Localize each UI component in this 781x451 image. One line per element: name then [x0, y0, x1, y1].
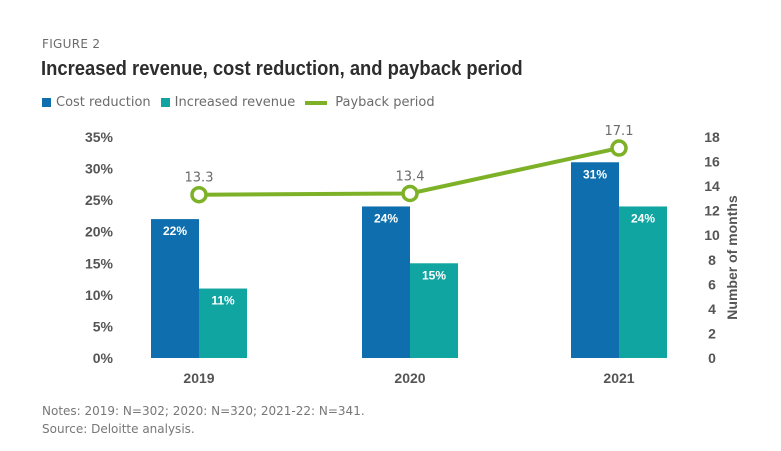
right-tick-label: 16: [704, 154, 720, 170]
right-tick-label: 18: [704, 129, 720, 145]
bar-value-label: 22%: [163, 224, 187, 238]
left-axis: 0% 5% 10% 15% 20% 25% 30% 35%: [85, 129, 114, 366]
x-tick-label: 2019: [183, 370, 214, 386]
bar-value-label: 11%: [211, 294, 235, 308]
payback-period-marker: [610, 139, 628, 157]
x-tick-label: 2021: [603, 370, 634, 386]
payback-period-value-label: 17.1: [605, 124, 634, 139]
notes: Notes: 2019: N=302; 2020: N=320; 2021-22…: [42, 402, 365, 438]
right-tick-label: 14: [704, 178, 720, 194]
right-axis-label: Number of months: [724, 195, 740, 320]
bar-cost-reduction: [151, 219, 199, 358]
right-tick-label: 4: [708, 301, 716, 317]
bars-layer: 22% 11% 24% 15% 31% 24%: [151, 162, 667, 358]
left-tick-label: 20%: [85, 224, 114, 240]
figure-label: FIGURE 2: [42, 37, 101, 51]
legend-swatch-cost-reduction: [42, 98, 51, 107]
legend-item-payback-period: Payback period: [305, 95, 435, 110]
payback-period-value-label: 13.3: [185, 171, 214, 186]
x-axis: 2019 2020 2021: [183, 370, 634, 386]
legend-label-payback-period: Payback period: [335, 95, 435, 110]
right-tick-label: 2: [708, 325, 716, 341]
source-text: Source: Deloitte analysis.: [42, 422, 195, 436]
bar-value-label: 24%: [631, 211, 655, 225]
chart-title: Increased revenue, cost reduction, and p…: [41, 58, 523, 80]
notes-text: Notes: 2019: N=302; 2020: N=320; 2021-22…: [42, 404, 365, 418]
left-tick-label: 30%: [85, 161, 114, 177]
payback-period-marker: [401, 184, 419, 203]
right-tick-label: 10: [704, 227, 720, 243]
legend-label-cost-reduction: Cost reduction: [56, 95, 151, 110]
bar-cost-reduction: [571, 162, 619, 358]
left-tick-label: 35%: [85, 129, 114, 145]
bar-increased-revenue: [619, 206, 667, 358]
payback-period-marker: [190, 185, 208, 204]
right-tick-label: 6: [708, 276, 716, 292]
left-tick-label: 0%: [93, 350, 114, 366]
left-tick-label: 5%: [93, 318, 114, 334]
left-tick-label: 10%: [85, 287, 114, 303]
right-tick-label: 8: [708, 252, 716, 268]
bar-increased-revenue: [410, 263, 458, 358]
payback-period-value-label: 13.4: [396, 169, 425, 184]
legend-item-cost-reduction: Cost reduction: [42, 95, 151, 110]
left-tick-label: 15%: [85, 255, 114, 271]
bar-increased-revenue: [199, 288, 247, 358]
bar-value-label: 15%: [422, 268, 446, 282]
bar-value-label: 31%: [583, 167, 607, 181]
legend: Cost reduction Increased revenue Payback…: [42, 95, 445, 110]
bar-value-label: 24%: [374, 211, 398, 225]
legend-label-increased-revenue: Increased revenue: [174, 95, 296, 110]
payback-line-layer: 13.3 13.4 17.1: [185, 124, 634, 204]
legend-swatch-increased-revenue: [160, 98, 170, 107]
left-tick-label: 25%: [85, 192, 114, 208]
right-axis: 0 2 4 6 8 10 12 14 16 18: [704, 129, 720, 366]
right-tick-label: 12: [704, 203, 720, 219]
legend-item-increased-revenue: Increased revenue: [160, 95, 296, 110]
legend-line-payback-period: [305, 100, 328, 105]
right-tick-label: 0: [708, 350, 716, 366]
bar-cost-reduction: [362, 206, 410, 358]
x-tick-label: 2020: [394, 370, 425, 386]
